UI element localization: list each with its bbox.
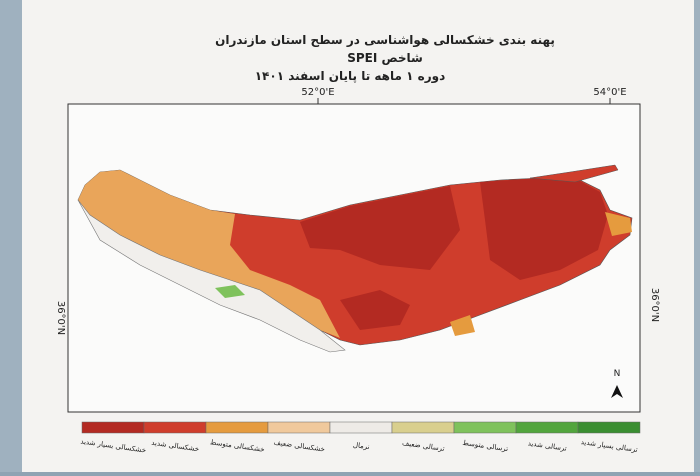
lon-label: 52°0'E: [301, 87, 334, 98]
map-period: دوره ۱ ماهه تا پایان اسفند ۱۴۰۱: [255, 69, 446, 84]
legend-swatch: [143, 421, 207, 434]
lon-label: 54°0'E: [593, 87, 626, 98]
legend-swatch: [205, 421, 269, 434]
map-subtitle: شاخص SPEI: [347, 51, 423, 65]
north-label: N: [614, 369, 621, 379]
lat-label: 36°0'N: [55, 301, 66, 335]
legend-swatch: [329, 421, 393, 434]
legend-swatch: [515, 421, 579, 434]
map-title: پهنه بندی خشکسالی هواشناسی در سطح استان …: [215, 33, 555, 48]
legend-swatch: [453, 421, 517, 434]
legend-swatch: [267, 421, 331, 434]
legend: خشکسالی بسیار شدید خشکسالی شدید خشکسالی مت…: [80, 421, 641, 455]
north-arrow: [611, 385, 623, 398]
legend-label: نرمال: [352, 441, 370, 451]
legend-swatch: [577, 421, 641, 434]
legend-swatch: [81, 421, 145, 434]
province-map: [77, 164, 633, 353]
legend-swatch: [391, 421, 455, 434]
lat-label: 36°0'N: [649, 288, 660, 322]
